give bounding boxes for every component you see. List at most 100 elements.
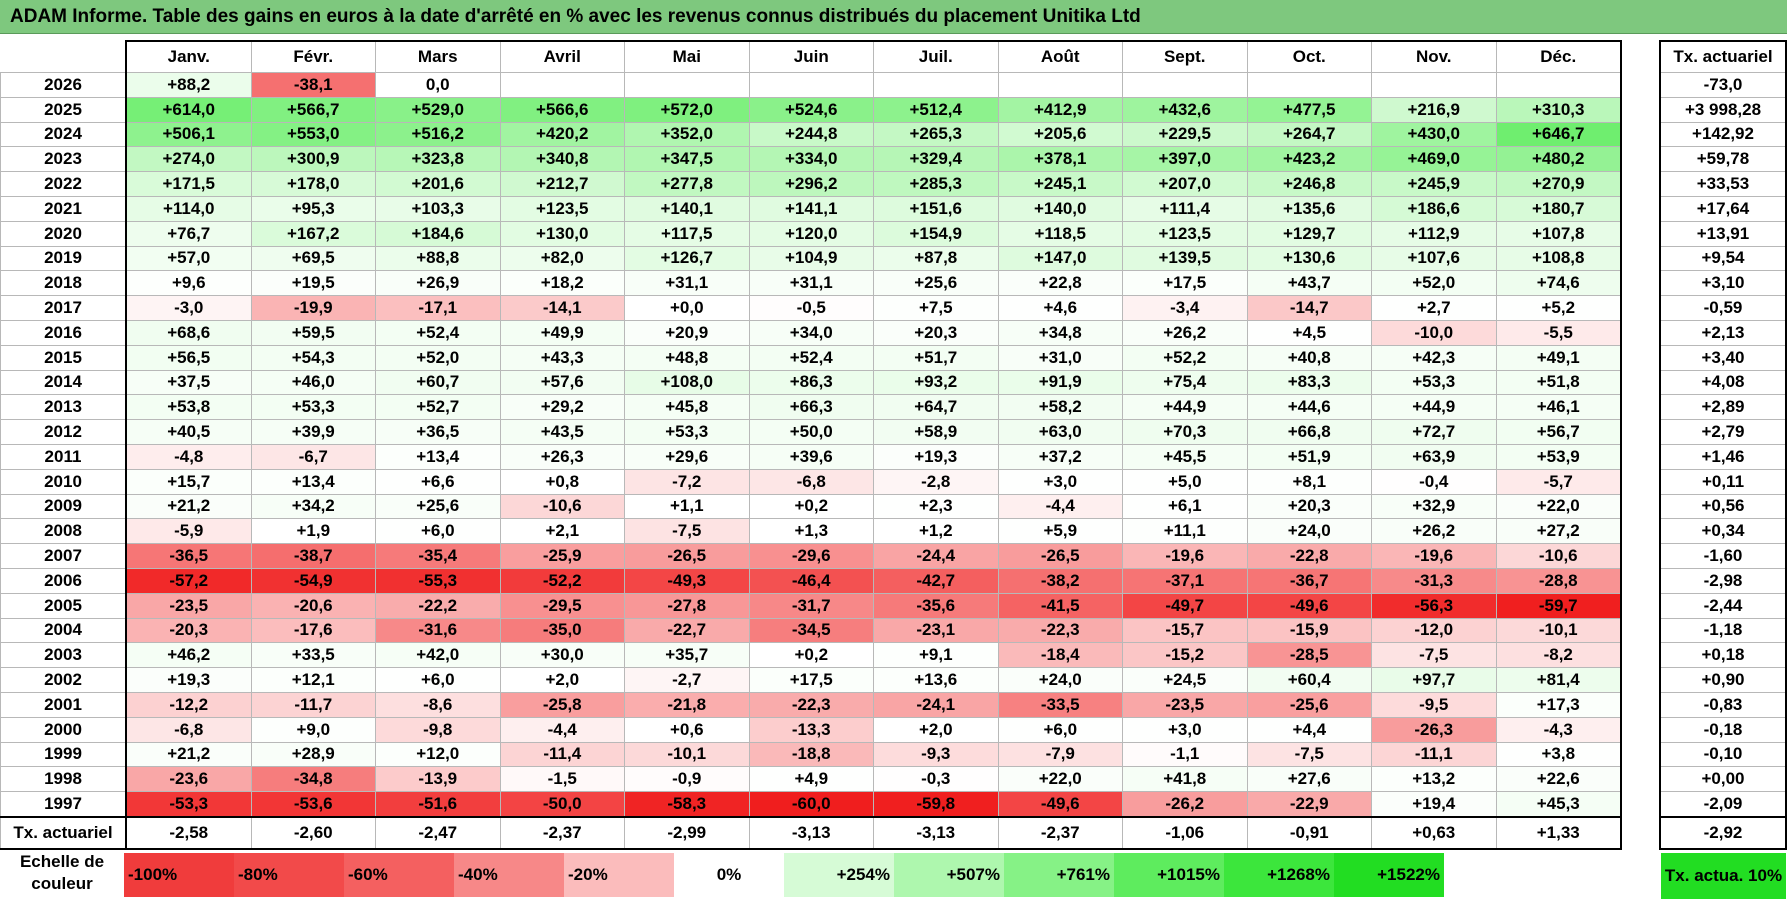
gain-cell: +246,8 <box>1246 171 1372 197</box>
gain-cell: -14,7 <box>1246 295 1372 321</box>
gain-cell: +52,4 <box>375 319 501 346</box>
gain-cell: -49,6 <box>1246 592 1372 619</box>
gain-cell: +140,0 <box>997 195 1123 222</box>
gain-cell: +44,6 <box>1246 394 1372 421</box>
gain-cell: -20,6 <box>250 592 376 619</box>
gain-cell: +274,0 <box>125 146 252 173</box>
gain-cell: +201,6 <box>375 171 501 197</box>
footer-rate-cell: -3,13 <box>873 815 999 850</box>
gain-cell: -34,8 <box>250 766 376 793</box>
gain-cell: -22,3 <box>997 617 1123 644</box>
gain-cell: +45,3 <box>1495 791 1622 818</box>
gain-cell: -60,0 <box>748 791 874 818</box>
gain-cell: +51,7 <box>873 344 999 371</box>
gain-cell: -19,9 <box>250 295 376 321</box>
gain-cell: -31,6 <box>375 617 501 644</box>
gain-cell: +566,6 <box>499 96 625 123</box>
gain-cell: -38,1 <box>250 72 376 98</box>
gain-cell: +147,0 <box>997 245 1123 272</box>
table-row: 2022 +171,5 +178,0 +201,6 +212,7 +277,8 +296,2… <box>0 171 1622 197</box>
gain-cell: +5,0 <box>1122 468 1248 495</box>
year-label: 2024 <box>0 121 127 148</box>
color-scale-swatch: +1015% <box>1114 853 1224 897</box>
gain-cell: +53,3 <box>624 419 750 445</box>
color-scale-swatch: -60% <box>344 853 454 897</box>
gain-cell: -1,1 <box>1122 741 1248 768</box>
actuarial-cell: +4,08 <box>1659 369 1787 396</box>
gain-cell: +50,0 <box>748 419 874 445</box>
table-row: 2020 +76,7 +167,2 +184,6 +130,0 +117,5 +120,0 +… <box>0 220 1622 247</box>
gain-cell: +69,5 <box>250 245 376 272</box>
gain-cell: +44,9 <box>1122 394 1248 421</box>
gain-cell: +123,5 <box>1122 220 1248 247</box>
gain-cell: +60,7 <box>375 369 501 396</box>
gain-cell: -8,6 <box>375 691 501 718</box>
gain-cell: +35,7 <box>624 642 750 669</box>
footer-rate-cell: -3,13 <box>748 815 874 850</box>
year-label: 2026 <box>0 72 127 98</box>
gain-cell: -9,8 <box>375 716 501 743</box>
gain-cell: +76,7 <box>125 220 252 247</box>
gain-cell: -29,5 <box>499 592 625 619</box>
gain-cell: -49,7 <box>1122 592 1248 619</box>
gain-cell: +1,2 <box>873 518 999 545</box>
year-label: 2004 <box>0 617 127 644</box>
gain-cell: +296,2 <box>748 171 874 197</box>
table-row: 2012 +40,5 +39,9 +36,5 +43,5 +53,3 +50,0 +58,9 +… <box>0 419 1622 445</box>
gain-cell: +49,9 <box>499 319 625 346</box>
gain-cell: +74,6 <box>1495 270 1622 297</box>
year-label: 2014 <box>0 369 127 396</box>
color-scale-swatch: 0% <box>674 853 784 897</box>
gain-cell: +516,2 <box>375 121 501 148</box>
gain-cell: -25,9 <box>499 543 625 569</box>
gain-cell: +4,9 <box>748 766 874 793</box>
gain-cell: -46,4 <box>748 567 874 594</box>
gain-cell: +41,8 <box>1122 766 1248 793</box>
gain-cell: +39,9 <box>250 419 376 445</box>
gain-cell: +139,5 <box>1122 245 1248 272</box>
gain-cell: +26,2 <box>1371 518 1497 545</box>
gain-cell: +27,2 <box>1495 518 1622 545</box>
gain-cell: +45,5 <box>1122 443 1248 470</box>
footer-label: Tx. actuariel <box>0 815 127 850</box>
gain-cell <box>997 72 1123 98</box>
gain-cell: -13,3 <box>748 716 874 743</box>
gain-cell: -24,1 <box>873 691 999 718</box>
gain-cell: +9,6 <box>125 270 252 297</box>
gain-cell: -21,8 <box>624 691 750 718</box>
gain-cell: +207,0 <box>1122 171 1248 197</box>
gain-cell: +130,0 <box>499 220 625 247</box>
gain-cell: +646,7 <box>1495 121 1622 148</box>
gain-cell: +6,0 <box>375 667 501 693</box>
gain-cell: -10,6 <box>499 493 625 520</box>
gain-cell: -26,3 <box>1371 716 1497 743</box>
gain-cell: +56,5 <box>125 344 252 371</box>
gain-cell: +88,2 <box>125 72 252 98</box>
year-label: 2000 <box>0 716 127 743</box>
gain-cell: +18,2 <box>499 270 625 297</box>
gain-cell: -18,8 <box>748 741 874 768</box>
gain-cell: +0,0 <box>624 295 750 321</box>
color-scale-swatch: -20% <box>564 853 674 897</box>
table-row: 2000 -6,8 +9,0 -9,8 -4,4 +0,6 -13,3 +2,0 +6,0 +3,… <box>0 716 1622 743</box>
gain-cell: +26,9 <box>375 270 501 297</box>
table-row: 2009 +21,2 +34,2 +25,6 -10,6 +1,1 +0,2 +2,3 -4,4… <box>0 493 1622 520</box>
year-label: 2005 <box>0 592 127 619</box>
gain-cell: +59,5 <box>250 319 376 346</box>
gain-cell: +51,9 <box>1246 443 1372 470</box>
month-header: Nov. <box>1371 40 1497 73</box>
gain-cell: +2,1 <box>499 518 625 545</box>
gain-cell: +13,4 <box>375 443 501 470</box>
color-scale-swatch: +761% <box>1004 853 1114 897</box>
table-row: 2023 +274,0 +300,9 +323,8 +340,8 +347,5 +334,0… <box>0 146 1622 173</box>
gain-cell: -7,5 <box>624 518 750 545</box>
gain-cell: +24,0 <box>997 667 1123 693</box>
actuarial-cell: +0,00 <box>1659 766 1787 793</box>
gain-cell: +329,4 <box>873 146 999 173</box>
gain-cell: +53,3 <box>250 394 376 421</box>
table-row: 1999 +21,2 +28,9 +12,0 -11,4 -10,1 -18,8 -9,3 -7… <box>0 741 1622 768</box>
table-row: 2008 -5,9 +1,9 +6,0 +2,1 -7,5 +1,3 +1,2 +5,9 +11,… <box>0 518 1622 545</box>
actuarial-cell: +3,40 <box>1659 344 1787 371</box>
table-row: 2014 +37,5 +46,0 +60,7 +57,6 +108,0 +86,3 +93,2… <box>0 369 1622 396</box>
report-title-bar: ADAM Informe. Table des gains en euros à… <box>0 0 1787 34</box>
